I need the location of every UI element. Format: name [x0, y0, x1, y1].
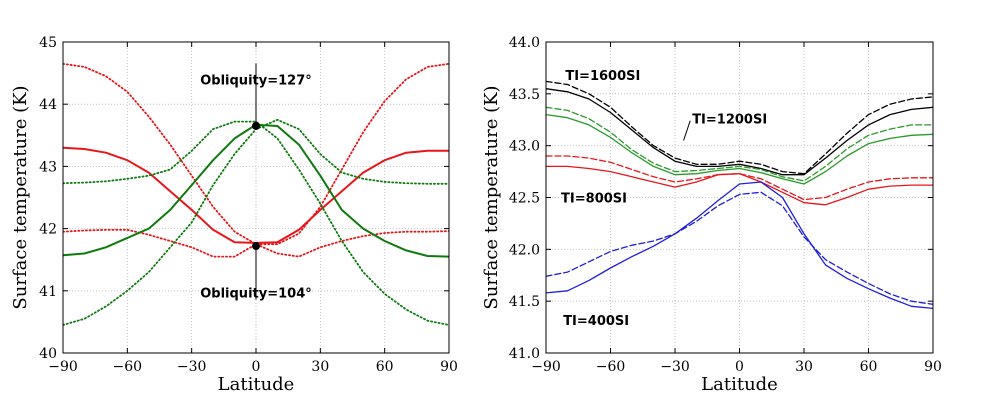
- y-tick-label: 43.5: [509, 87, 540, 103]
- series-ti400-dashed: [546, 192, 933, 304]
- x-tick-label: 30: [311, 359, 329, 375]
- x-tick-label: 60: [376, 359, 394, 375]
- x-tick-label: 90: [440, 359, 458, 375]
- x-tick-label: −60: [596, 359, 626, 375]
- y-tick-label: 44.0: [509, 35, 540, 51]
- x-tick-label: 60: [860, 359, 878, 375]
- x-tick-label: −30: [660, 359, 690, 375]
- figure: −90 −60 −30 0 30 60 90404142434445LatitudeSurf…: [0, 0, 983, 416]
- x-tick-label: 30: [795, 359, 813, 375]
- right-chart: −90 −60 −30 0 30 60 9041.041.542.042.543.043.5…: [481, 35, 942, 395]
- y-tick-label: 42.0: [509, 242, 540, 258]
- label-ti1600: TI=1600SI: [565, 69, 640, 84]
- label-ti800: TI=800SI: [561, 192, 627, 207]
- y-axis-label: Surface temperature (K): [10, 85, 31, 309]
- label-ti1200: TI=1200SI: [692, 113, 767, 128]
- x-tick-label: 90: [924, 359, 942, 375]
- x-tick-label: −60: [113, 359, 143, 375]
- label-ti400: TI=400SI: [563, 314, 629, 329]
- y-axis-label: Surface temperature (K): [481, 85, 502, 309]
- y-tick-label: 45: [39, 35, 57, 51]
- y-tick-label: 42: [39, 222, 57, 238]
- y-tick-label: 41: [39, 284, 57, 300]
- y-tick-label: 42.5: [509, 191, 540, 207]
- left-chart: −90 −60 −30 0 30 60 90404142434445LatitudeSurf…: [10, 35, 458, 395]
- y-tick-label: 43.0: [509, 139, 540, 155]
- x-axis-label: Latitude: [218, 374, 295, 395]
- annot-obliquity-127: Obliquity=127°: [200, 73, 312, 88]
- x-tick-label: 0: [252, 359, 261, 375]
- y-tick-label: 41.0: [509, 346, 540, 362]
- y-tick-label: 43: [39, 159, 57, 175]
- annot-obliquity-104: Obliquity=104°: [200, 287, 312, 302]
- label-ti1200-pointer: [684, 121, 691, 141]
- x-axis-label: Latitude: [701, 374, 778, 395]
- y-tick-label: 41.5: [509, 294, 540, 310]
- y-tick-label: 44: [39, 97, 57, 113]
- x-tick-label: −30: [177, 359, 207, 375]
- y-tick-label: 40: [39, 346, 57, 362]
- x-tick-label: 0: [735, 359, 744, 375]
